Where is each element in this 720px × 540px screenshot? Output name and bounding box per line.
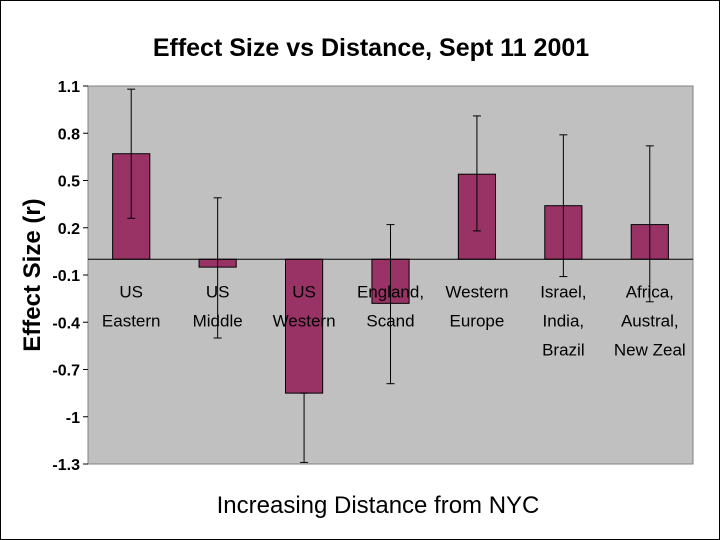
category-label: Austral, bbox=[621, 311, 679, 330]
category-label: England, bbox=[357, 282, 424, 301]
y-tick-label: -0.1 bbox=[52, 268, 80, 285]
category-label: Middle bbox=[193, 311, 243, 330]
y-axis-title: Effect Size (r) bbox=[19, 198, 46, 351]
category-label: Western bbox=[445, 282, 508, 301]
bar bbox=[284, 258, 324, 394]
category-label: India, bbox=[543, 311, 585, 330]
y-tick-label: -1 bbox=[66, 410, 80, 427]
category-labels: US Eastern US Middle US Western England, Scand W… bbox=[102, 282, 686, 359]
x-axis-title: Increasing Distance from NYC bbox=[217, 492, 540, 519]
y-tick-label: -0.7 bbox=[52, 363, 80, 380]
category-label: New Zeal bbox=[614, 340, 686, 359]
y-axis: 1.1 0.8 0.5 0.2 -0.1 -0.4 -0.7 -1 -1.3 bbox=[52, 79, 88, 474]
category-label: Scand bbox=[366, 311, 414, 330]
error-bars bbox=[127, 88, 654, 463]
category-label: US bbox=[119, 282, 143, 301]
y-tick-label: -0.4 bbox=[52, 315, 80, 332]
y-tick-label: -1.3 bbox=[52, 457, 80, 474]
category-label: Israel, bbox=[540, 282, 586, 301]
y-tick-label: 0.2 bbox=[58, 221, 80, 238]
category-label: US bbox=[292, 282, 316, 301]
category-label: Africa, bbox=[626, 282, 674, 301]
chart-title: Effect Size vs Distance, Sept 11 2001 bbox=[153, 34, 589, 62]
y-tick-label: 0.8 bbox=[58, 126, 80, 143]
category-label: Europe bbox=[450, 311, 505, 330]
category-label: Brazil bbox=[542, 340, 585, 359]
y-tick-label: 0.5 bbox=[58, 174, 80, 191]
category-label: US bbox=[206, 282, 230, 301]
category-label: Eastern bbox=[102, 311, 161, 330]
category-label: Western bbox=[273, 311, 336, 330]
y-tick-label: 1.1 bbox=[58, 79, 80, 96]
